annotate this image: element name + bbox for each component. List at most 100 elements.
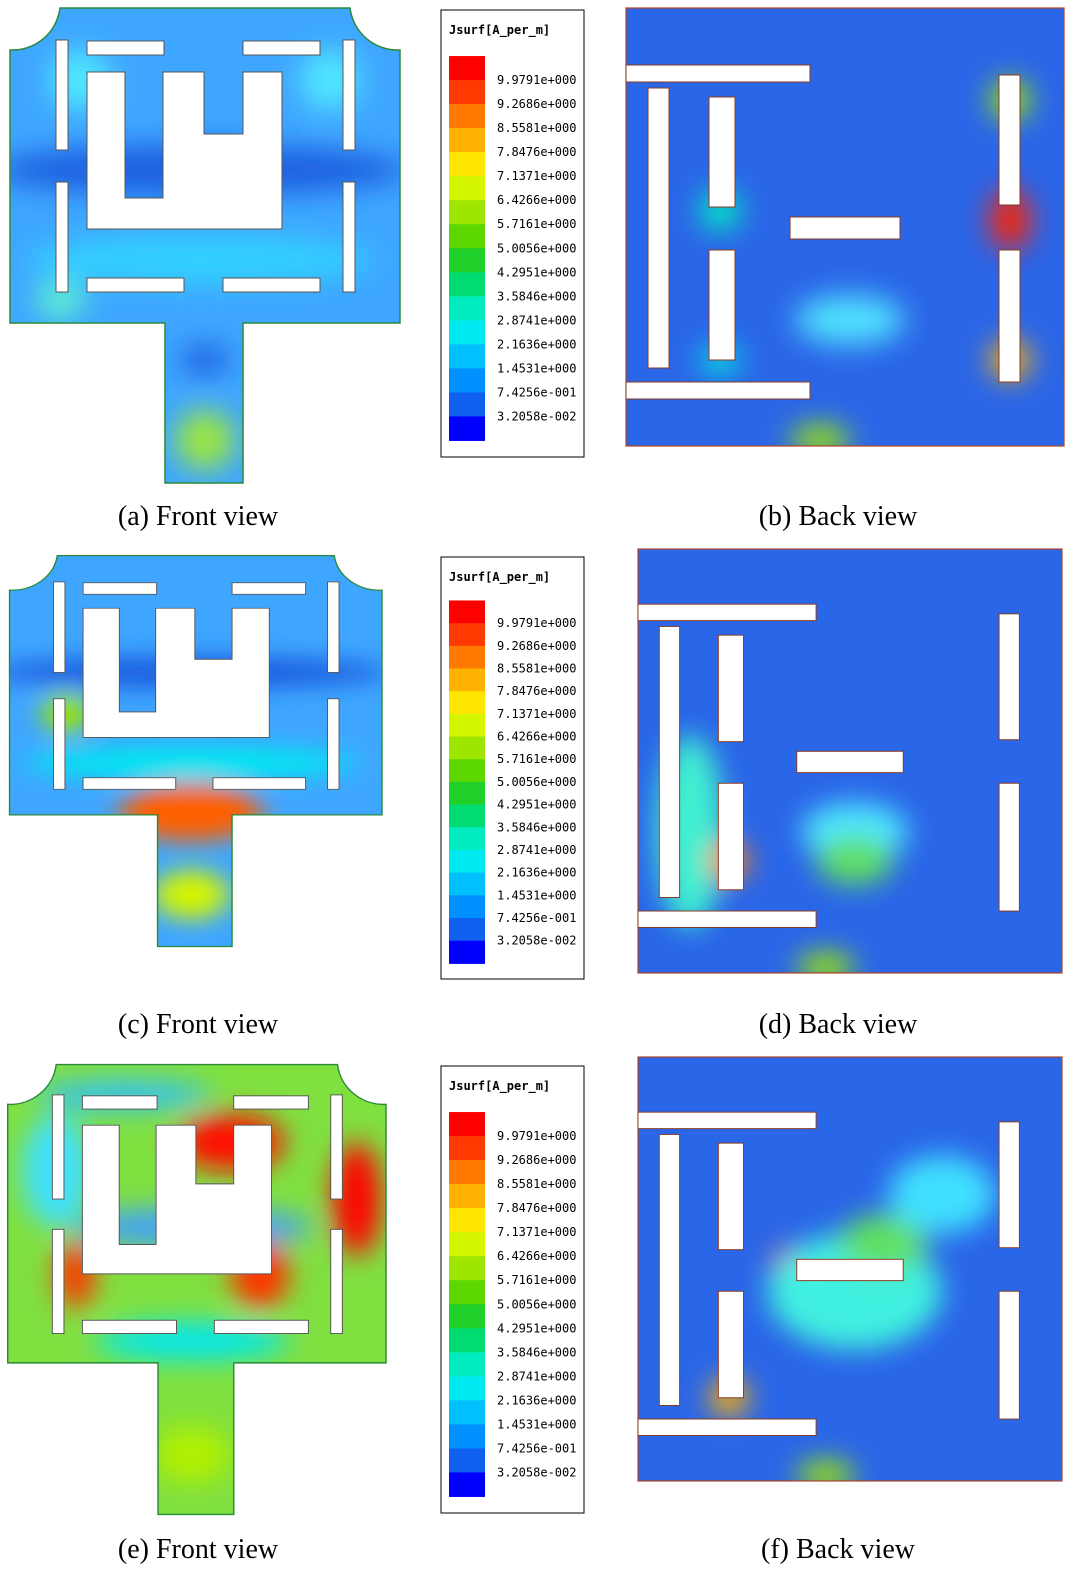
legend-label: 5.0056e+000 xyxy=(497,241,576,255)
legend: Jsurf[A_per_m]9.9791e+0009.2686e+0008.55… xyxy=(441,1066,584,1513)
legend-label: 5.0056e+000 xyxy=(497,775,576,789)
legend-label: 9.2686e+000 xyxy=(497,1153,576,1167)
legend-label: 4.2951e+000 xyxy=(497,798,576,812)
slot xyxy=(709,97,735,207)
legend-swatch xyxy=(449,248,485,273)
legend-swatch xyxy=(449,782,485,805)
legend-swatch xyxy=(449,368,485,393)
legend-label: 7.8476e+000 xyxy=(497,1201,576,1215)
slot xyxy=(718,783,743,889)
slot xyxy=(331,1095,343,1199)
slot xyxy=(999,75,1020,205)
slot xyxy=(232,583,306,595)
slot xyxy=(82,1096,157,1109)
legend-label: 5.7161e+000 xyxy=(497,1273,576,1287)
current-blob xyxy=(889,1156,995,1233)
slot xyxy=(659,1134,679,1405)
legend-label: 2.8741e+000 xyxy=(497,1369,576,1383)
current-blob xyxy=(797,1461,855,1490)
slot xyxy=(999,1122,1019,1248)
legend-swatch xyxy=(449,873,485,896)
slot xyxy=(718,635,743,741)
legend-label: 6.4266e+000 xyxy=(497,730,576,744)
current-blob xyxy=(795,295,905,345)
slot xyxy=(797,751,903,772)
current-blob xyxy=(25,235,375,285)
slot xyxy=(648,88,669,368)
legend-swatch xyxy=(449,272,485,297)
slot xyxy=(331,1229,343,1333)
current-blob xyxy=(790,425,850,455)
legend-title: Jsurf[A_per_m] xyxy=(449,23,550,38)
current-blob xyxy=(175,410,235,470)
legend-label: 7.8476e+000 xyxy=(497,684,576,698)
slot xyxy=(999,614,1019,740)
slot xyxy=(56,40,68,150)
u-slot xyxy=(83,608,269,737)
back-view xyxy=(638,549,1062,982)
legend-label: 7.1371e+000 xyxy=(497,1225,576,1239)
back-caption: (b) Back view xyxy=(759,501,918,532)
legend-label: 8.5581e+000 xyxy=(497,662,576,676)
legend-label: 6.4266e+000 xyxy=(497,193,576,207)
legend: Jsurf[A_per_m]9.9791e+0009.2686e+0008.55… xyxy=(441,10,584,457)
front-view xyxy=(0,549,401,961)
legend-label: 4.2951e+000 xyxy=(497,265,576,279)
slot xyxy=(638,1419,816,1435)
current-blob xyxy=(153,870,229,919)
figure-canvas: Jsurf[A_per_m] 9.9791e+000 9.2686e+000 8.55… xyxy=(0,0,1078,1588)
legend-label: 1.4531e+000 xyxy=(497,361,576,375)
legend-swatch xyxy=(449,152,485,177)
legend-label: 9.2686e+000 xyxy=(497,639,576,653)
legend-label: 1.4531e+000 xyxy=(497,888,576,902)
legend-swatch xyxy=(449,1448,485,1473)
legend-swatch xyxy=(449,918,485,941)
current-blob xyxy=(153,1426,231,1483)
legend-swatch xyxy=(449,80,485,105)
legend-label: 4.2951e+000 xyxy=(497,1321,576,1335)
legend-swatch xyxy=(449,56,485,81)
slot xyxy=(638,1112,816,1128)
legend-swatch xyxy=(449,1184,485,1209)
slot xyxy=(87,278,184,292)
slot xyxy=(626,65,810,82)
figure: Jsurf[A_per_m] 9.9791e+000 9.2686e+000 8.55… xyxy=(0,0,1078,1588)
slot xyxy=(626,382,810,399)
legend-label: 7.1371e+000 xyxy=(497,707,576,721)
back-caption: (d) Back view xyxy=(759,1009,918,1040)
legend-swatch xyxy=(449,646,485,669)
slot xyxy=(718,1143,743,1249)
legend-label: 7.1371e+000 xyxy=(497,169,576,183)
legend-swatch xyxy=(449,1136,485,1161)
legend-swatch xyxy=(449,669,485,692)
legend-swatch xyxy=(449,1328,485,1353)
legend-swatch xyxy=(449,691,485,714)
legend: Jsurf[A_per_m]9.9791e+0009.2686e+0008.55… xyxy=(441,557,584,979)
slot xyxy=(234,1096,309,1109)
legend-swatch xyxy=(449,759,485,782)
legend-label: 3.5846e+000 xyxy=(497,820,576,834)
legend-swatch xyxy=(449,623,485,646)
slot xyxy=(718,1291,743,1397)
current-blob xyxy=(816,836,893,884)
slot xyxy=(214,1320,308,1333)
legend-label: 9.2686e+000 xyxy=(497,97,576,111)
slot xyxy=(790,217,900,239)
legend-label: 8.5581e+000 xyxy=(497,1177,576,1191)
legend-swatch xyxy=(449,600,485,623)
legend-label: 9.9791e+000 xyxy=(497,73,576,87)
legend-label: 3.2058e-002 xyxy=(497,1465,576,1479)
legend-swatch xyxy=(449,1280,485,1305)
u-slot xyxy=(82,1125,271,1274)
legend-label: 2.1636e+000 xyxy=(497,337,576,351)
slot xyxy=(999,250,1020,382)
slot xyxy=(83,583,157,595)
current-blob xyxy=(119,784,262,842)
slot xyxy=(709,250,735,360)
slot xyxy=(328,582,339,673)
legend-swatch xyxy=(449,392,485,417)
slot xyxy=(797,1259,903,1280)
current-blob xyxy=(797,953,855,982)
legend-label: 7.4256e-001 xyxy=(497,385,576,399)
legend-swatch xyxy=(449,104,485,129)
